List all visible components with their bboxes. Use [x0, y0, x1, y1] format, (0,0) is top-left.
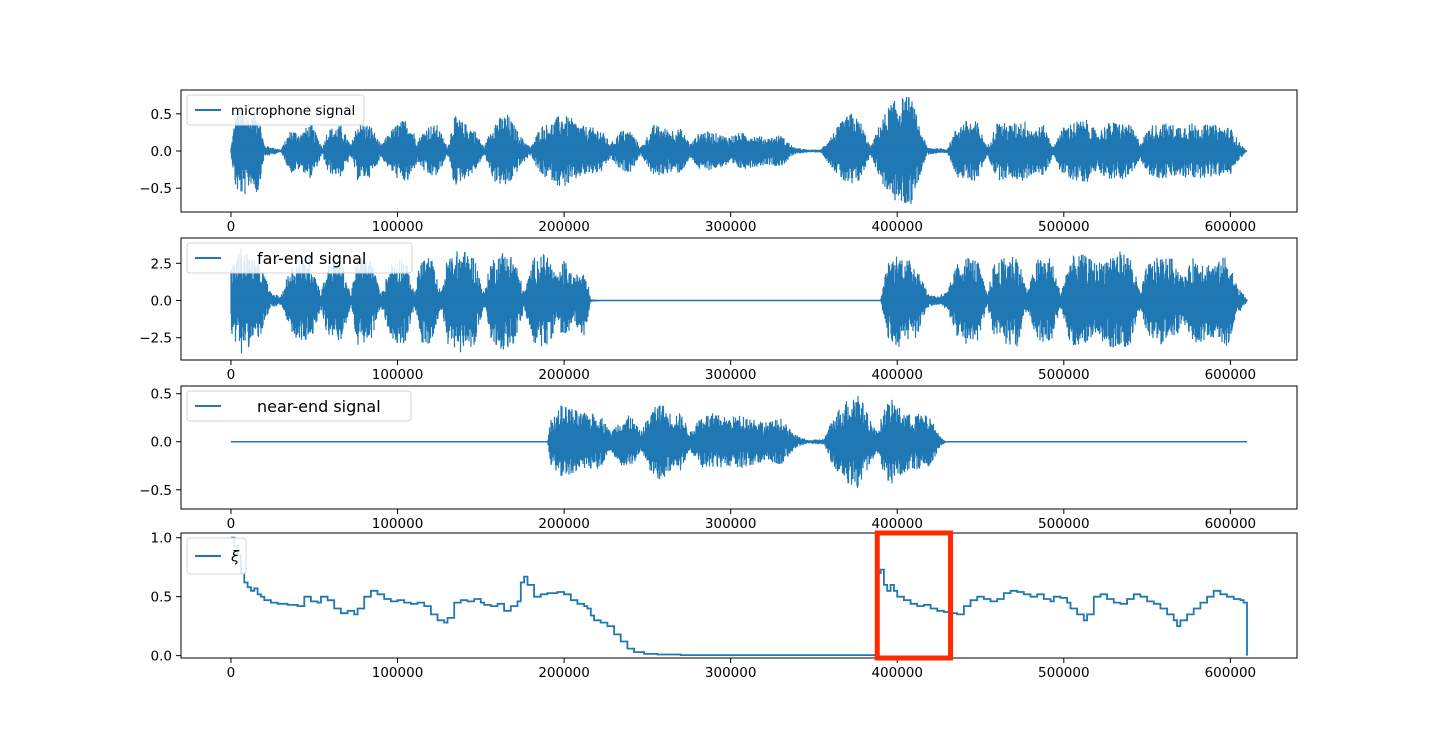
- x-tick-label-4: 300000: [705, 665, 757, 681]
- y-tick-label-4: 1.0: [151, 531, 172, 547]
- legend-label-3: near-end signal: [257, 397, 381, 416]
- x-tick-label-1: 0: [227, 219, 236, 235]
- x-tick-label-4: 400000: [871, 665, 923, 681]
- x-tick-label-3: 100000: [372, 516, 424, 532]
- legend-3: near-end signal: [186, 390, 412, 422]
- x-tick-label-2: 300000: [705, 367, 757, 383]
- x-tick-label-4: 200000: [538, 665, 590, 681]
- x-tick-label-1: 400000: [871, 219, 923, 235]
- plot-area-4: [231, 536, 1248, 656]
- highlight-box: [874, 530, 954, 661]
- x-tick-label-3: 500000: [1038, 516, 1090, 532]
- y-tick-label-3: −0.5: [139, 483, 172, 499]
- x-tick-label-2: 400000: [871, 367, 923, 383]
- axes-frame-2: [180, 237, 1298, 361]
- subplot-3: 0 100000 200000 300000 400000 500000 600000 0.5…: [139, 385, 1298, 532]
- y-tick-label-1: 0.0: [151, 144, 172, 160]
- y-tick-label-4: 0.0: [151, 649, 172, 665]
- y-tick-label-4: 0.5: [151, 590, 172, 606]
- x-tick-label-4: 0: [227, 665, 236, 681]
- x-tick-label-2: 500000: [1038, 367, 1090, 383]
- legend-label-4: ξ: [230, 547, 240, 565]
- x-tick-label-3: 200000: [538, 516, 590, 532]
- plot-area-2: [230, 248, 1248, 354]
- x-tick-label-4: 600000: [1205, 665, 1257, 681]
- y-tick-label-2: −2.5: [139, 331, 172, 347]
- subplot-1: 0 100000 200000 300000 400000 500000 600000 0.5…: [139, 89, 1298, 235]
- x-tick-label-1: 300000: [705, 219, 757, 235]
- plot-area-3: [230, 396, 1248, 488]
- axes-frame-3: [180, 385, 1298, 510]
- x-tick-label-4: 100000: [372, 665, 424, 681]
- x-tick-label-3: 300000: [705, 516, 757, 532]
- x-tick-label-3: 600000: [1205, 516, 1257, 532]
- y-tick-label-2: 0.0: [151, 293, 172, 309]
- x-tick-label-2: 600000: [1205, 367, 1257, 383]
- legend-box-3: [186, 390, 412, 422]
- x-tick-label-1: 100000: [372, 219, 424, 235]
- legend-label-1: microphone signal: [231, 103, 355, 119]
- axes-frame-4: [180, 532, 1298, 659]
- x-tick-label-4: 500000: [1038, 665, 1090, 681]
- x-tick-label-1: 600000: [1205, 219, 1257, 235]
- y-tick-label-3: 0.0: [151, 435, 172, 451]
- plot-area-1: [230, 97, 1248, 204]
- xi-line: [231, 536, 1248, 656]
- x-tick-label-1: 500000: [1038, 219, 1090, 235]
- legend-4: ξ: [186, 537, 247, 575]
- subplot-4: 0 100000 200000 300000 400000 500000 600000 1.0…: [151, 530, 1298, 681]
- subplot-2: 0 100000 200000 300000 400000 500000 600000 2.5…: [139, 237, 1298, 383]
- x-tick-label-2: 200000: [538, 367, 590, 383]
- legend-box-1: [186, 94, 365, 126]
- legend-label-2: far-end signal: [257, 249, 366, 268]
- y-tick-label-3: 0.5: [151, 387, 172, 403]
- y-tick-label-1: 0.5: [151, 107, 172, 123]
- x-tick-label-2: 100000: [372, 367, 424, 383]
- legend-2: far-end signal: [186, 242, 413, 274]
- x-tick-label-2: 0: [227, 367, 236, 383]
- y-tick-label-2: 2.5: [151, 256, 172, 272]
- x-tick-label-1: 200000: [538, 219, 590, 235]
- x-tick-label-3: 0: [227, 516, 236, 532]
- x-tick-label-3: 400000: [871, 516, 923, 532]
- y-tick-label-1: −0.5: [139, 181, 172, 197]
- legend-1: microphone signal: [186, 94, 365, 126]
- legend-box-2: [186, 242, 413, 274]
